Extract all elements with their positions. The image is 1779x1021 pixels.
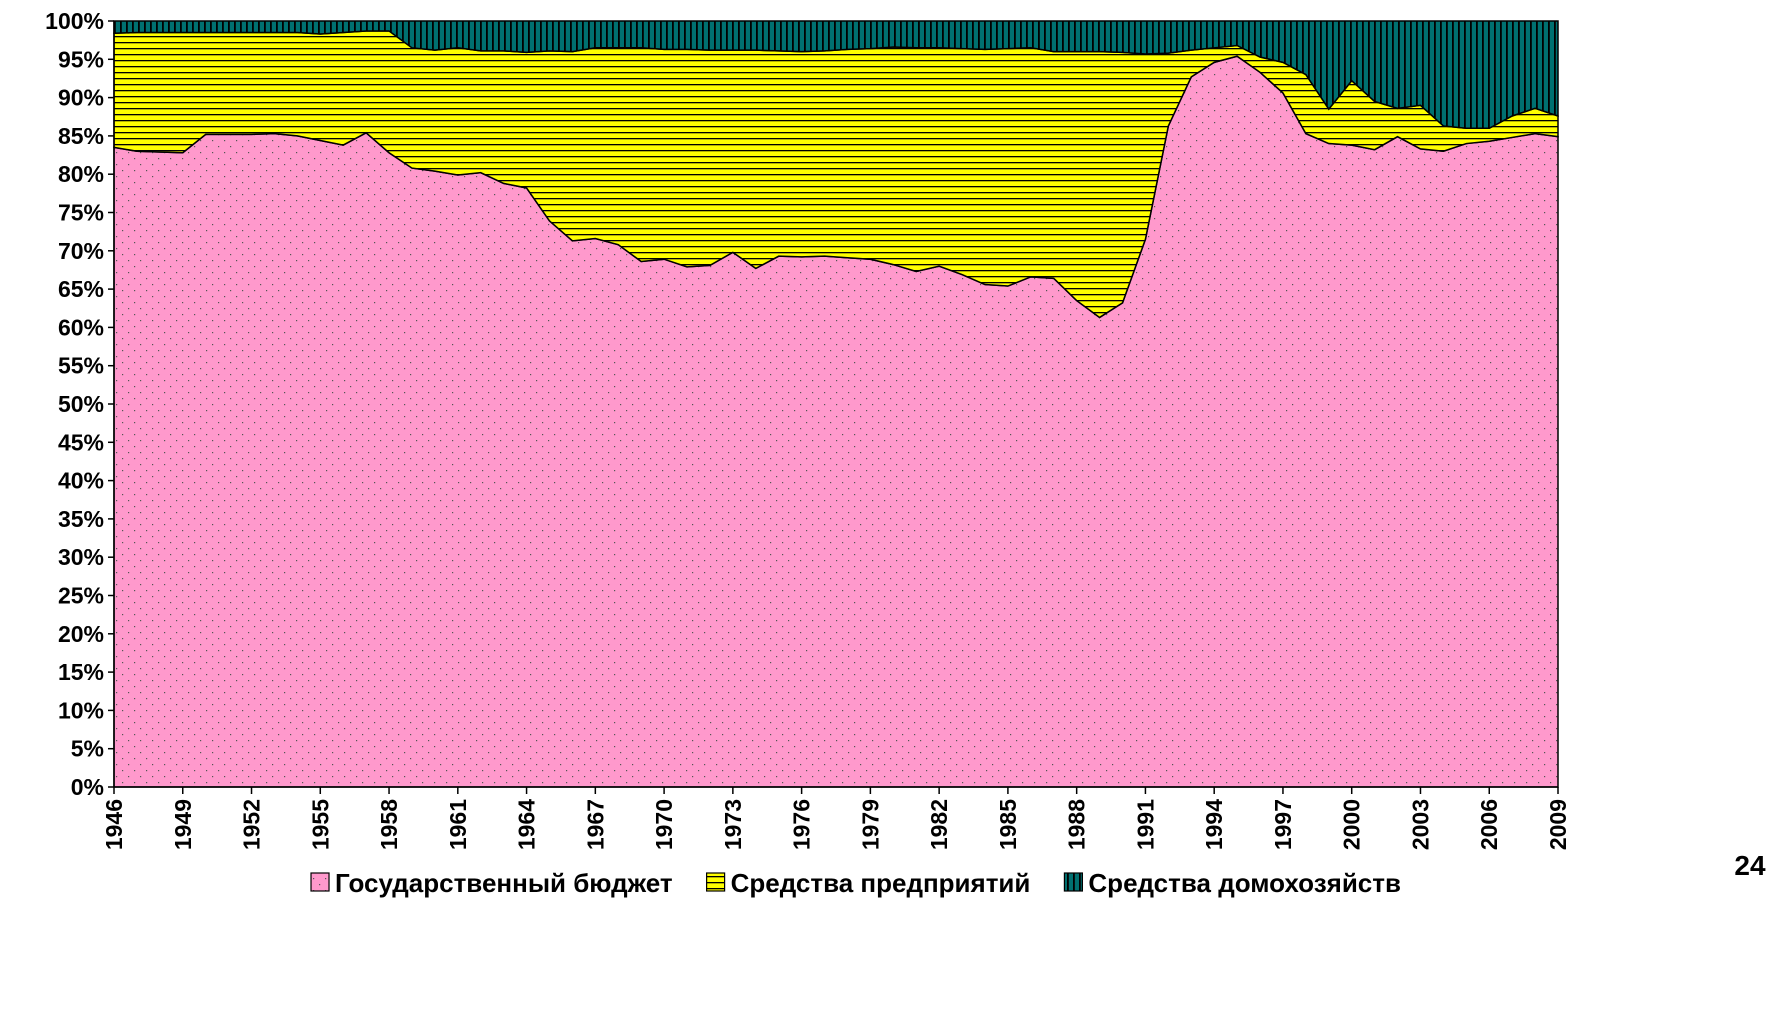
- y-tick-label: 65%: [58, 276, 104, 302]
- y-tick-label: 75%: [58, 200, 104, 226]
- legend-label: Средства предприятий: [731, 868, 1031, 898]
- legend: Государственный бюджет Средства предприят…: [310, 868, 1401, 898]
- y-tick-label: 45%: [58, 429, 104, 455]
- y-tick-label: 55%: [58, 353, 104, 379]
- y-tick-label: 90%: [58, 85, 104, 111]
- x-tick-label: 1964: [514, 799, 540, 850]
- x-tick-label: 1949: [170, 799, 196, 850]
- x-tick-label: 1979: [857, 799, 883, 850]
- x-tick-label: 1958: [376, 799, 402, 850]
- x-tick-label: 1973: [720, 799, 746, 850]
- x-tick-label: 1997: [1270, 799, 1296, 850]
- legend-swatch: [706, 872, 726, 892]
- y-tick-label: 15%: [58, 659, 104, 685]
- page-number: 24: [1734, 850, 1766, 881]
- x-tick-label: 2000: [1339, 799, 1365, 850]
- y-tick-label: 50%: [58, 391, 104, 417]
- legend-label: Средства домохозяйств: [1088, 868, 1401, 898]
- y-tick-label: 80%: [58, 161, 104, 187]
- y-tick-label: 10%: [58, 697, 104, 723]
- x-tick-label: 2009: [1545, 799, 1571, 850]
- y-tick-label: 95%: [58, 46, 104, 72]
- y-tick-label: 35%: [58, 506, 104, 532]
- legend-swatch: [1063, 872, 1084, 892]
- y-tick-label: 40%: [58, 468, 104, 494]
- x-tick-label: 1952: [239, 799, 265, 850]
- legend-item: Средства домохозяйств: [1063, 868, 1401, 898]
- legend-item: Государственный бюджет: [310, 868, 673, 898]
- legend-label: Государственный бюджет: [335, 868, 673, 898]
- y-tick-label: 0%: [71, 774, 104, 800]
- x-tick-label: 1967: [582, 799, 608, 850]
- x-tick-label: 1982: [926, 799, 952, 850]
- legend-swatch: [310, 872, 330, 892]
- y-tick-label: 5%: [71, 736, 104, 762]
- x-tick-label: 1985: [995, 799, 1021, 850]
- x-tick-label: 2006: [1476, 799, 1502, 850]
- x-tick-label: 1991: [1132, 799, 1158, 850]
- y-tick-label: 60%: [58, 314, 104, 340]
- x-tick-label: 1988: [1064, 799, 1090, 850]
- x-tick-label: 1955: [307, 799, 333, 850]
- x-tick-label: 1994: [1201, 799, 1227, 850]
- x-tick-label: 1946: [101, 799, 127, 850]
- legend-item: Средства предприятий: [706, 868, 1031, 898]
- y-tick-label: 25%: [58, 583, 104, 609]
- y-tick-label: 70%: [58, 238, 104, 264]
- y-tick-label: 100%: [45, 8, 104, 34]
- x-tick-label: 1976: [789, 799, 815, 850]
- x-tick-label: 1970: [651, 799, 677, 850]
- x-tick-label: 2003: [1407, 799, 1433, 850]
- area: [113, 20, 1559, 129]
- y-tick-label: 85%: [58, 123, 104, 149]
- x-tick-label: 1961: [445, 799, 471, 850]
- y-tick-label: 20%: [58, 621, 104, 647]
- y-tick-label: 30%: [58, 544, 104, 570]
